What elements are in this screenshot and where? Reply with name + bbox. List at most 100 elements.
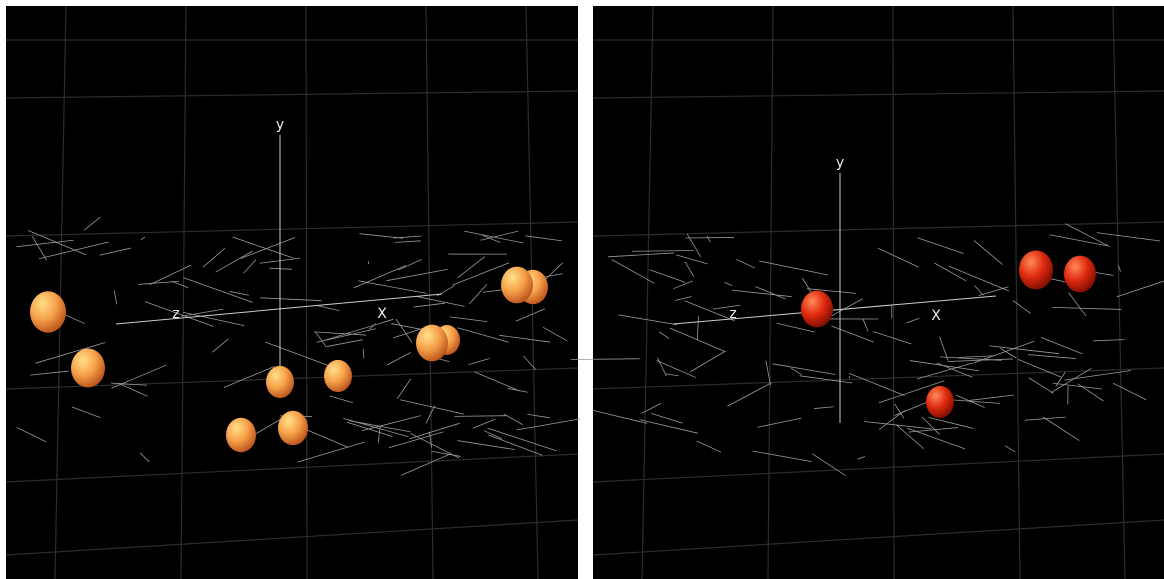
- stick: [474, 371, 520, 392]
- stick: [896, 424, 925, 450]
- grid-line: [54, 5, 67, 579]
- grid: [5, 5, 579, 579]
- stick: [269, 267, 293, 270]
- stick: [967, 394, 1015, 402]
- stick: [488, 434, 543, 456]
- stick: [1068, 292, 1087, 317]
- stick: [1004, 445, 1016, 453]
- stick: [232, 236, 294, 259]
- grid-line: [592, 221, 1164, 237]
- stick: [431, 450, 461, 457]
- stick: [790, 367, 802, 376]
- stick: [480, 230, 519, 241]
- stick: [428, 431, 433, 448]
- stick: [99, 247, 132, 256]
- stick: [641, 403, 661, 414]
- stick: [673, 280, 693, 290]
- x-axis-label: X: [931, 308, 941, 324]
- stick: [1116, 280, 1164, 298]
- stick: [706, 235, 711, 243]
- stick: [696, 315, 699, 341]
- sphere: [501, 266, 533, 304]
- stick: [690, 350, 726, 373]
- stick: [240, 237, 296, 259]
- grid-line: [592, 367, 1164, 390]
- stick: [1050, 367, 1092, 394]
- stick: [948, 265, 1010, 292]
- stick: [640, 419, 698, 434]
- stick: [731, 289, 792, 298]
- stick: [944, 398, 1000, 404]
- stick: [812, 453, 846, 476]
- stick: [362, 348, 365, 359]
- stick: [894, 403, 905, 419]
- stick: [369, 323, 376, 330]
- stick: [1065, 223, 1111, 248]
- stick: [38, 241, 109, 260]
- stick: [409, 422, 460, 440]
- stick: [684, 261, 695, 277]
- stick: [759, 260, 829, 276]
- sphere: [324, 359, 352, 393]
- left-panel: y z X: [5, 5, 581, 579]
- stick: [877, 247, 919, 268]
- stick: [313, 331, 367, 336]
- stick: [183, 277, 253, 303]
- stick: [1118, 265, 1121, 272]
- stick: [72, 406, 101, 419]
- sphere: [30, 291, 66, 333]
- stick: [618, 314, 678, 326]
- stick: [346, 421, 393, 437]
- stick: [386, 268, 448, 282]
- stick: [542, 326, 568, 342]
- stick: [394, 240, 421, 243]
- stick: [814, 406, 834, 409]
- stick: [139, 452, 150, 463]
- stick: [525, 235, 563, 242]
- stick: [388, 431, 444, 449]
- stick: [928, 416, 974, 429]
- stick: [958, 355, 995, 358]
- stick: [499, 334, 551, 343]
- stick: [400, 399, 465, 415]
- stick: [113, 290, 118, 305]
- grid-line: [305, 5, 308, 579]
- stick: [1096, 232, 1161, 242]
- stick: [939, 336, 949, 361]
- stick: [827, 298, 863, 319]
- stick: [776, 322, 815, 333]
- stick: [457, 440, 515, 450]
- stick: [1028, 377, 1054, 394]
- stick: [31, 236, 48, 261]
- stick: [111, 382, 148, 386]
- stick: [973, 240, 1004, 265]
- xz-axis: [672, 295, 997, 325]
- stick: [30, 370, 69, 376]
- stick: [857, 456, 866, 460]
- stick: [472, 418, 496, 429]
- stick: [1042, 416, 1080, 441]
- stick: [117, 382, 148, 397]
- sphere: [416, 324, 448, 362]
- stick: [799, 375, 853, 384]
- stick: [457, 327, 509, 343]
- xz-axis: [115, 293, 443, 325]
- stick: [1064, 370, 1132, 381]
- stick: [864, 421, 932, 430]
- right-panel: y z X: [570, 5, 1164, 579]
- stick: [878, 380, 945, 404]
- stick: [685, 237, 734, 239]
- stick: [862, 318, 869, 332]
- stick: [487, 427, 557, 452]
- sphere: [266, 365, 294, 399]
- stick: [503, 413, 523, 425]
- stick: [696, 440, 722, 453]
- stick: [1049, 234, 1108, 247]
- grid-line: [180, 5, 187, 579]
- stick: [362, 415, 421, 431]
- stick: [16, 426, 47, 443]
- stick: [457, 256, 485, 279]
- sphere: [226, 417, 256, 453]
- stick: [469, 283, 488, 305]
